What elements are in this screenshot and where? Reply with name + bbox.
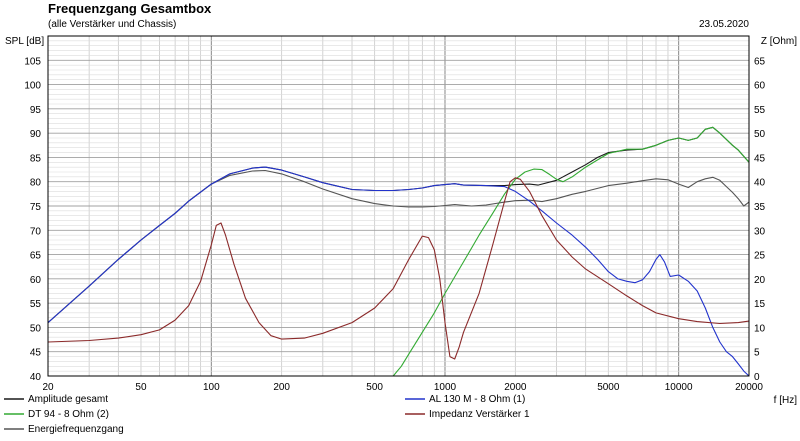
x-axis-label: f [Hz]	[774, 395, 798, 406]
x-tick-label: 10000	[665, 382, 693, 393]
series-line-1	[48, 126, 750, 377]
plot-frame	[47, 35, 750, 377]
x-tick-label: 20	[42, 382, 54, 393]
plot-lines	[47, 126, 750, 377]
legend-label: Energiefrequenzgang	[28, 424, 124, 435]
y-tick-label-left: 60	[30, 275, 42, 286]
y-tick-label-left: 70	[30, 226, 42, 237]
x-tick-label: 2000	[504, 382, 527, 393]
legend-label: DT 94 - 8 Ohm (2)	[28, 409, 109, 420]
y-tick-label-right: 65	[754, 56, 766, 67]
y-axis-right-label: Z [Ohm]	[761, 36, 797, 47]
tick-labels: 20 50 100 200 500 1000 2000 5000 10000 2000040455…	[24, 56, 765, 393]
series-line-3	[47, 166, 750, 377]
legend-label: Amplitude gesamt	[28, 394, 108, 405]
x-tick-label: 100	[203, 382, 220, 393]
y-tick-label-right: 50	[754, 129, 766, 140]
series-line-2	[47, 169, 750, 324]
legend: Amplitude gesamt DT 94 - 8 Ohm (2) Energie…	[4, 394, 530, 435]
chart-subtitle: (alle Verstärker und Chassis)	[48, 19, 176, 30]
legend-label: AL 130 M - 8 Ohm (1)	[429, 394, 525, 405]
y-tick-label-right: 30	[754, 226, 766, 237]
y-tick-label-right: 5	[754, 348, 760, 359]
x-tick-label: 50	[135, 382, 147, 393]
y-tick-label-right: 40	[754, 178, 766, 189]
y-tick-label-right: 10	[754, 323, 766, 334]
y-tick-label-left: 65	[30, 251, 42, 262]
y-tick-label-right: 0	[754, 372, 760, 383]
y-tick-label-left: 105	[24, 56, 41, 67]
y-tick-label-left: 100	[24, 81, 41, 92]
y-tick-label-left: 55	[30, 299, 42, 310]
y-tick-label-left: 85	[30, 153, 42, 164]
y-tick-label-right: 20	[754, 275, 766, 286]
y-tick-label-right: 55	[754, 105, 766, 116]
y-tick-label-left: 80	[30, 178, 42, 189]
chart-title: Frequenzgang Gesamtbox	[48, 1, 212, 16]
y-tick-label-right: 45	[754, 153, 766, 164]
series-line-4	[47, 177, 750, 360]
y-tick-label-left: 90	[30, 129, 42, 140]
y-tick-label-right: 35	[754, 202, 766, 213]
y-tick-label-right: 15	[754, 299, 766, 310]
legend-label: Impedanz Verstärker 1	[429, 409, 530, 420]
grid	[47, 36, 750, 376]
y-tick-label-left: 95	[30, 105, 42, 116]
y-tick-label-right: 60	[754, 81, 766, 92]
x-tick-label: 500	[366, 382, 383, 393]
y-axis-left-label: SPL [dB]	[5, 36, 44, 47]
y-tick-label-left: 75	[30, 202, 42, 213]
x-tick-label: 20000	[735, 382, 763, 393]
y-tick-label-left: 50	[30, 323, 42, 334]
x-tick-label: 200	[273, 382, 290, 393]
y-tick-label-left: 40	[30, 372, 42, 383]
y-tick-label-left: 45	[30, 348, 42, 359]
x-tick-label: 1000	[434, 382, 457, 393]
chart-date: 23.05.2020	[699, 19, 749, 30]
x-tick-label: 5000	[597, 382, 620, 393]
y-tick-label-right: 25	[754, 251, 766, 262]
